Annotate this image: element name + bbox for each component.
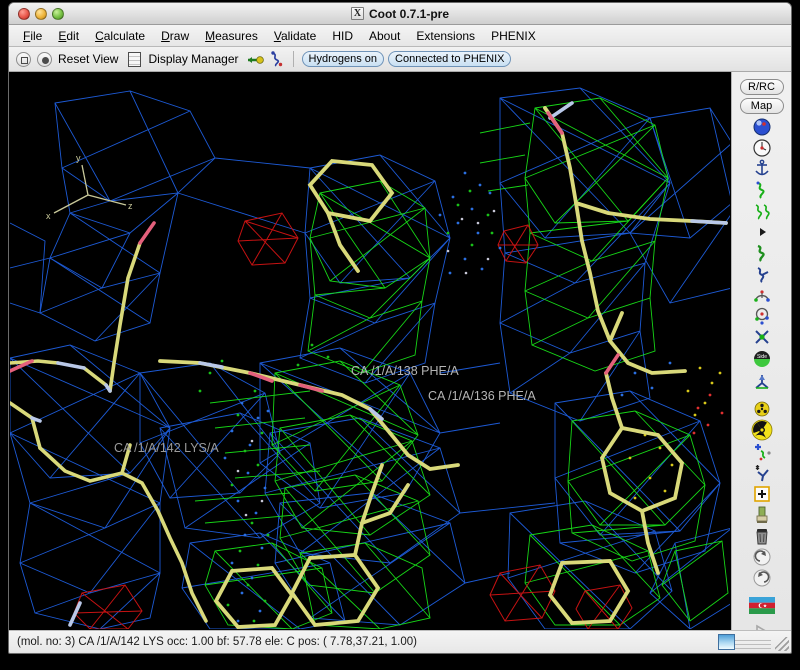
gl-scene[interactable]: y x z CA /1/A/138 PHE/A CA /1/A/136 PHE/… bbox=[10, 73, 731, 630]
hydrogens-status-button[interactable]: Hydrogens on bbox=[301, 51, 385, 67]
display-manager-label[interactable]: Display Manager bbox=[148, 52, 239, 66]
simple-mutate-icon[interactable] bbox=[747, 419, 777, 441]
axis-label-y: y bbox=[76, 153, 81, 163]
atom-label-138-phe: CA /1/A/138 PHE/A bbox=[351, 364, 459, 378]
window-titlebar[interactable]: X Coot 0.7.1-pre bbox=[9, 3, 791, 25]
statusbar-progress-indicator[interactable] bbox=[718, 634, 735, 650]
edit-chi-angles-icon[interactable] bbox=[747, 327, 777, 347]
window-frame: X Coot 0.7.1-pre File Edit Calculate Dra… bbox=[8, 2, 792, 654]
atom-label-136-phe: CA /1/A/136 PHE/A bbox=[428, 389, 536, 403]
clear-pending-icon[interactable] bbox=[747, 505, 777, 525]
refine-zone-icon[interactable] bbox=[747, 180, 777, 200]
undo-icon[interactable] bbox=[747, 547, 777, 567]
menu-extensions[interactable]: Extensions bbox=[416, 28, 476, 43]
mutate-and-autofit-icon[interactable] bbox=[747, 400, 777, 418]
map-toggle[interactable]: Map bbox=[739, 98, 784, 114]
regularize-zone-icon[interactable] bbox=[747, 159, 777, 179]
menu-measures[interactable]: Measures bbox=[205, 28, 258, 43]
bond-tool-icon[interactable] bbox=[268, 50, 285, 68]
add-atom-icon[interactable] bbox=[747, 463, 777, 483]
rotamers-icon[interactable] bbox=[747, 306, 777, 326]
orientation-axes: y x z bbox=[46, 153, 133, 221]
phenix-connection-status-button[interactable]: Connected to PHENIX bbox=[388, 51, 512, 67]
maximize-button[interactable] bbox=[52, 8, 64, 20]
axis-label-z: z bbox=[128, 201, 133, 211]
menu-hid[interactable]: HID bbox=[332, 28, 353, 43]
solvent-dot-cloud bbox=[198, 171, 724, 623]
add-terminal-residue-icon[interactable] bbox=[747, 442, 777, 462]
toolbar-separator bbox=[292, 51, 294, 67]
display-manager-icon[interactable] bbox=[126, 51, 143, 68]
sphere-refine-icon[interactable] bbox=[747, 117, 777, 137]
close-button[interactable] bbox=[18, 8, 30, 20]
menu-validate[interactable]: Validate bbox=[273, 28, 317, 43]
reset-view-center-icon[interactable] bbox=[36, 51, 53, 68]
menu-file[interactable]: File bbox=[23, 28, 43, 43]
minimize-button[interactable] bbox=[35, 8, 47, 20]
menu-calculate[interactable]: Calculate bbox=[95, 28, 146, 43]
main-body: y x z CA /1/A/138 PHE/A CA /1/A/136 PHE/… bbox=[9, 72, 791, 630]
x11-app-icon: X bbox=[350, 7, 364, 20]
atom-label-group: CA /1/A/138 PHE/A CA /1/A/136 PHE/A CA /… bbox=[114, 364, 536, 455]
status-text: (mol. no: 3) CA /1/A/142 LYS occ: 1.00 b… bbox=[17, 635, 417, 648]
delete-item-icon[interactable] bbox=[747, 526, 777, 546]
auto-fit-rotamer-icon[interactable] bbox=[747, 285, 777, 305]
redo-icon[interactable] bbox=[747, 568, 777, 588]
clock-sphere-icon[interactable] bbox=[747, 138, 777, 158]
menubar: File Edit Calculate Draw Measures Valida… bbox=[9, 25, 791, 47]
statusbar-lines bbox=[719, 640, 771, 649]
add-water-icon[interactable] bbox=[747, 484, 777, 504]
axis-label-x: x bbox=[46, 211, 51, 221]
window-title: X Coot 0.7.1-pre bbox=[9, 7, 791, 21]
menu-edit[interactable]: Edit bbox=[58, 28, 80, 43]
reset-view-back-icon[interactable] bbox=[15, 51, 32, 68]
window-resize-grip[interactable] bbox=[775, 637, 789, 651]
run-script-icon[interactable] bbox=[747, 623, 777, 630]
azerbaijan-flag-icon[interactable] bbox=[747, 597, 777, 614]
go-to-atom-icon[interactable] bbox=[247, 51, 264, 68]
molecule-model-bonds bbox=[10, 101, 728, 629]
model-edit-toolbar: R/RC Map bbox=[731, 72, 791, 630]
refine-residue-range-icon[interactable] bbox=[747, 201, 777, 221]
rotate-translate-zone-icon[interactable] bbox=[747, 264, 777, 284]
menu-about[interactable]: About bbox=[369, 28, 401, 43]
side-chain-180-icon[interactable] bbox=[747, 371, 777, 391]
rigid-body-fit-icon[interactable] bbox=[747, 243, 777, 263]
fixed-atoms-icon[interactable] bbox=[747, 222, 777, 242]
svg-text:Side: Side bbox=[756, 354, 766, 360]
flip-peptide-icon[interactable]: Side bbox=[747, 348, 777, 370]
statusbar: (mol. no: 3) CA /1/A/142 LYS occ: 1.00 b… bbox=[9, 630, 791, 652]
window-controls[interactable] bbox=[18, 8, 64, 20]
density-map-blue bbox=[10, 87, 730, 629]
atom-label-142-lys: CA /1/A/142 LYS/A bbox=[114, 441, 219, 455]
molecular-graphics-canvas[interactable]: y x z CA /1/A/138 PHE/A CA /1/A/136 PHE/… bbox=[9, 72, 731, 630]
reset-view-label[interactable]: Reset View bbox=[58, 52, 119, 66]
menu-phenix[interactable]: PHENIX bbox=[491, 28, 536, 43]
main-toolbar: Reset View Display Manager bbox=[9, 47, 791, 72]
menu-draw[interactable]: Draw bbox=[161, 28, 190, 43]
rotate-translate-toggle[interactable]: R/RC bbox=[739, 79, 784, 95]
window-title-text: Coot 0.7.1-pre bbox=[368, 6, 449, 21]
